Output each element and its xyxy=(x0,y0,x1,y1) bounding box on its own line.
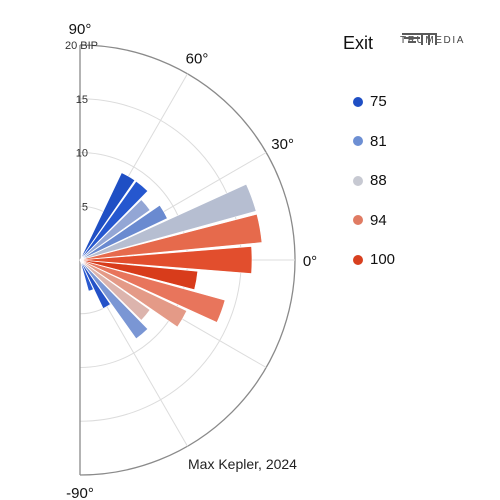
legend-item: 81 xyxy=(353,122,395,162)
polar-bar-8 xyxy=(79,259,226,323)
legend-label: 88 xyxy=(370,172,387,190)
polar-bar-5 xyxy=(79,213,263,261)
chart-bars xyxy=(79,172,263,340)
polar-bar-4 xyxy=(79,183,257,261)
chart-axis-labels: 5 10 15 20 BIP 90° 60° 30° 0° -90° xyxy=(65,21,317,500)
legend-item: 88 xyxy=(353,161,395,201)
radial-tick-label: 5 xyxy=(82,201,88,213)
polar-bar-1 xyxy=(79,180,149,261)
legend-swatch xyxy=(353,175,363,186)
angle-label: 0° xyxy=(303,253,317,270)
legend-label: 75 xyxy=(370,93,387,111)
legend-item: 100 xyxy=(353,240,395,280)
legend-item: 94 xyxy=(353,201,395,241)
legend-item: 75 xyxy=(353,82,395,122)
radial-tick-label: 20 BIP xyxy=(65,40,98,52)
angle-label: 90° xyxy=(69,21,92,38)
polar-bar-11 xyxy=(79,259,149,340)
polar-bar-9 xyxy=(79,259,188,328)
polar-bar-13 xyxy=(79,259,94,292)
angle-label: 30° xyxy=(271,136,294,153)
polar-bar-12 xyxy=(79,259,111,309)
legend-title: Exit xyxy=(343,33,374,53)
trumedia-logo: TRUMEDIA xyxy=(400,32,466,46)
legend-label: 100 xyxy=(370,251,396,269)
legend-swatch xyxy=(353,96,363,107)
angle-label: -90° xyxy=(66,485,94,500)
legend-label: 94 xyxy=(370,211,387,229)
polar-bar-7 xyxy=(79,259,199,290)
polar-bar-6 xyxy=(79,246,253,274)
polar-bar-0 xyxy=(79,172,136,261)
polar-bar-2 xyxy=(79,199,151,261)
legend-swatch xyxy=(353,136,363,147)
legend-swatch xyxy=(353,215,363,226)
trumedia-logo-icon xyxy=(402,33,437,45)
legend-swatch xyxy=(353,254,363,265)
legend-label: 81 xyxy=(370,132,387,150)
polar-bar-10 xyxy=(79,259,151,321)
radial-tick-label: 10 xyxy=(76,148,88,160)
legend: 75 81 88 94 100 xyxy=(353,82,395,280)
angle-label: 60° xyxy=(186,50,209,67)
chart-caption: Max Kepler, 2024 xyxy=(188,456,297,472)
logo-text: TRUMEDIA xyxy=(400,35,466,46)
radial-tick-label: 15 xyxy=(76,94,88,106)
polar-bar-3 xyxy=(79,204,168,261)
